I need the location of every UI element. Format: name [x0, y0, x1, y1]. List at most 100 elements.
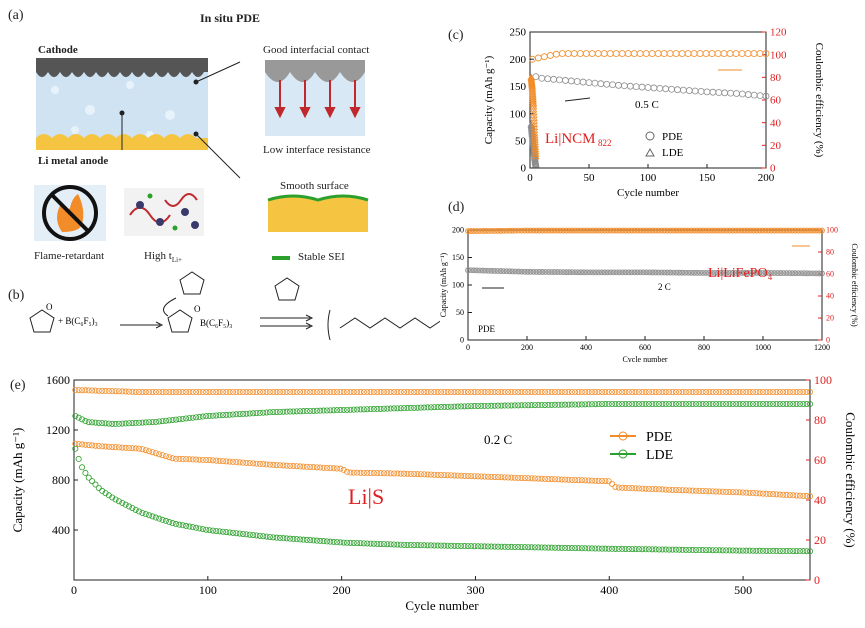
data-point [679, 388, 686, 395]
data-point [95, 443, 102, 450]
data-point [600, 50, 608, 57]
data-point [347, 388, 354, 395]
data-point [320, 407, 327, 414]
data-point [236, 530, 243, 537]
data-point [152, 388, 159, 395]
data-point [407, 404, 414, 411]
data-point [588, 388, 595, 395]
data-point [488, 227, 495, 234]
data-point [578, 545, 585, 552]
data-point [803, 388, 810, 395]
data-point [536, 227, 543, 234]
panel-d-label: (d) [448, 200, 465, 215]
data-point [498, 402, 505, 409]
data-point [592, 388, 599, 395]
data-point [719, 547, 726, 554]
data-point [801, 227, 808, 234]
data-point [714, 50, 722, 57]
data-point [437, 471, 444, 478]
data-point [607, 227, 614, 234]
data-point [172, 521, 179, 528]
y2-tick-label: 80 [826, 248, 834, 257]
data-point [642, 388, 649, 395]
data-point [434, 471, 441, 478]
series-pde-right [465, 227, 825, 234]
data-point [461, 388, 468, 395]
data-point [599, 401, 606, 408]
smooth-label: Smooth surface [280, 180, 349, 192]
data-point [598, 227, 605, 234]
schematic-svg [34, 58, 369, 260]
data-point [437, 388, 444, 395]
x-tick-label: 100 [640, 172, 657, 184]
data-point [750, 50, 758, 57]
data-point [102, 387, 109, 394]
data-point [528, 402, 535, 409]
data-point [783, 401, 790, 408]
flame-label: Flame-retardant [34, 250, 105, 262]
data-point [590, 227, 596, 234]
data-point [474, 267, 480, 274]
data-point [216, 528, 223, 535]
data-point [618, 50, 626, 57]
data-point [525, 402, 532, 409]
data-point [213, 412, 220, 419]
y-tick-label: 100 [452, 281, 464, 290]
data-point [575, 388, 582, 395]
data-point [664, 227, 671, 234]
data-point [749, 547, 756, 554]
data-point [219, 528, 226, 535]
data-point [723, 388, 730, 395]
data-point [273, 534, 280, 541]
data-point [669, 388, 676, 395]
data-point [584, 269, 590, 276]
data-point [105, 388, 112, 395]
data-point [250, 388, 257, 395]
data-point [471, 267, 477, 274]
y-axis-label: Capacity (mAh g⁻¹) [10, 428, 25, 533]
data-point [592, 401, 599, 408]
data-point [558, 476, 565, 483]
x-tick-label: 400 [600, 583, 618, 597]
data-point [411, 470, 418, 477]
data-point [146, 512, 153, 519]
data-point [716, 388, 723, 395]
data-point [260, 461, 267, 468]
data-point [765, 227, 772, 234]
data-point [773, 401, 780, 408]
data-point [230, 458, 237, 465]
data-point [581, 227, 587, 234]
data-point [605, 545, 612, 552]
data-point [555, 401, 562, 408]
data-point [85, 442, 92, 449]
data-point [622, 401, 629, 408]
data-point [739, 547, 746, 554]
data-point [780, 401, 787, 408]
data-point [552, 544, 559, 551]
data-point [638, 83, 646, 91]
data-point [303, 463, 310, 470]
data-point [226, 388, 233, 395]
data-point [303, 388, 310, 395]
data-point [518, 227, 525, 234]
pressure-arrows [274, 80, 361, 119]
data-point [669, 401, 676, 408]
data-point [768, 227, 775, 234]
data-point [560, 227, 567, 234]
data-point [340, 406, 347, 413]
data-point [676, 388, 683, 395]
data-point [588, 401, 595, 408]
data-point [770, 491, 777, 498]
y2-tick-label: 60 [770, 95, 782, 107]
data-point [136, 445, 143, 452]
data-point [132, 388, 139, 395]
data-point [95, 485, 102, 492]
data-point [550, 75, 557, 83]
data-point [508, 474, 515, 481]
data-point [407, 470, 414, 477]
data-point [636, 50, 644, 57]
data-point [471, 228, 477, 234]
data-point [72, 386, 79, 393]
y2-tick-label: 0 [814, 573, 820, 587]
data-point [437, 404, 444, 411]
